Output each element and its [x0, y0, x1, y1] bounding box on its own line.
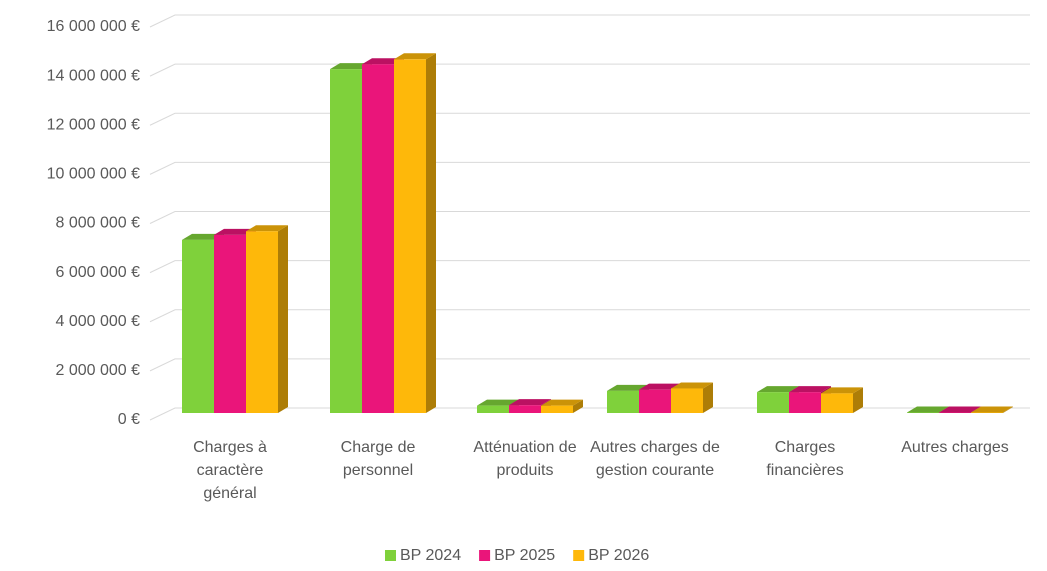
bar-side [853, 387, 863, 413]
x-tick-label: Charges à caractère général [193, 439, 267, 502]
bar-front [214, 234, 246, 413]
bar-top [607, 384, 649, 391]
legend-swatch [479, 550, 491, 561]
bar-front [509, 405, 541, 413]
bar-side [573, 399, 583, 413]
grid-line [149, 358, 1030, 372]
y-tick-label: 2 000 000 € [55, 362, 140, 379]
grid-line [149, 260, 1030, 274]
y-tick-label: 16 000 000 € [47, 18, 141, 35]
bar-top [789, 386, 831, 393]
bar-front [330, 69, 362, 413]
y-tick-label: 6 000 000 € [55, 264, 140, 281]
legend-label: BP 2024 [400, 547, 461, 564]
bar-side [703, 382, 713, 413]
grid-line [149, 211, 1030, 224]
bar-top [939, 406, 981, 413]
grid-line [149, 407, 1030, 421]
bar-top [639, 383, 681, 390]
bar-front [362, 64, 394, 414]
grid-line [149, 63, 1030, 77]
grid-line [149, 309, 1030, 323]
bar-top [214, 228, 256, 235]
legend-swatch [385, 550, 396, 561]
grid-line [149, 112, 1030, 126]
x-tick-label: Charge de personnel [340, 439, 416, 479]
grid-line [149, 161, 1030, 175]
bar-side [426, 53, 436, 414]
bar-front [394, 59, 426, 414]
bar-front [671, 388, 703, 413]
bar-top [362, 58, 404, 65]
bar-top [757, 386, 799, 393]
bar-top [971, 406, 1013, 413]
legend-label: BP 2025 [494, 547, 555, 564]
y-tick-label: 8 000 000 € [55, 215, 140, 232]
y-tick-label: 10 000 000 € [47, 166, 141, 183]
y-tick-label: 4 000 000 € [55, 313, 140, 330]
bar-front [639, 389, 671, 413]
bar [541, 399, 583, 413]
bar-top [182, 233, 224, 240]
y-tick-label: 14 000 000 € [47, 67, 141, 84]
bar-top [394, 53, 436, 60]
bar-front [182, 239, 214, 413]
bar-front [477, 405, 509, 413]
legend-label: BP 2026 [588, 547, 649, 564]
bar [394, 53, 436, 414]
bar [671, 382, 713, 413]
bar-top [330, 63, 372, 70]
grid-line [149, 14, 1030, 28]
bar-front [821, 393, 853, 413]
legend-swatch [573, 550, 585, 561]
bar-front [757, 392, 789, 413]
y-tick-label: 12 000 000 € [47, 116, 141, 133]
bar-side [1003, 406, 1013, 413]
x-tick-label: Charges financières [766, 439, 844, 479]
bar-front [607, 390, 639, 413]
y-tick-label: 0 € [118, 411, 140, 428]
bar-front [246, 231, 278, 413]
x-tick-label: Autres charges de gestion courante [590, 439, 720, 479]
bar-front [541, 405, 573, 413]
bar-top [671, 382, 713, 389]
bar-top [509, 399, 551, 406]
bar [971, 406, 1013, 413]
bar-front [789, 392, 821, 413]
x-tick-label: Autres charges [901, 439, 1009, 456]
bar-top [477, 399, 519, 406]
bar-top [541, 399, 583, 406]
bar-top [821, 387, 863, 394]
bar-top [907, 406, 949, 413]
bar [821, 387, 863, 413]
bar [246, 225, 288, 413]
bar-side [278, 225, 288, 413]
x-tick-label: Atténuation de produits [473, 439, 577, 479]
bar-top [246, 225, 288, 232]
